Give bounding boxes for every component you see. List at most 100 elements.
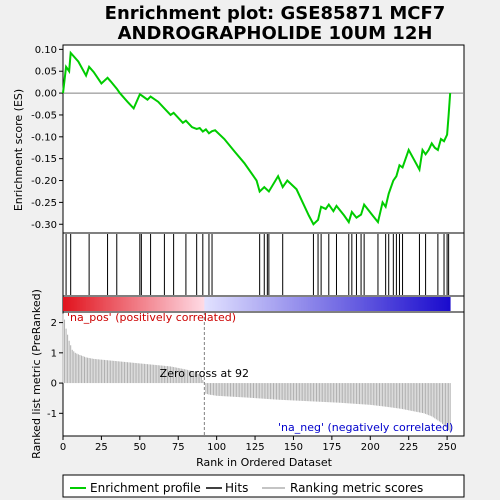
colorbar-cell [322,297,325,311]
colorbar-cell [371,297,374,311]
colorbar-cell [350,297,353,311]
colorbar-cell [348,297,351,311]
colorbar-cell [419,297,422,311]
colorbar-cell [262,297,265,311]
colorbar-cell [201,297,204,311]
colorbar-cell [330,297,333,311]
colorbar-cell [388,297,391,311]
colorbar-cell [251,297,254,311]
colorbar-cell [202,297,205,311]
colorbar-cell [167,297,170,311]
colorbar-cell [434,297,437,311]
colorbar-cell [135,297,138,311]
colorbar-cell [196,297,199,311]
colorbar-cell [385,297,388,311]
colorbar-cell [98,297,101,311]
es-y-axis: 0.10 0.05 0.00 -0.05 -0.10 -0.15 -0.20 -0.25 -0.… [31,45,63,231]
colorbar-cell [236,297,239,311]
colorbar-cell [397,297,400,311]
colorbar-cell [182,297,185,311]
colorbar-cell [270,297,273,311]
colorbar-cell [99,297,102,311]
colorbar-cell [124,297,127,311]
colorbar-cell [106,297,108,311]
colorbar-cell [250,297,253,311]
colorbar-cell [259,297,262,311]
colorbar-cell [284,297,287,311]
colorbar-cell [279,297,282,311]
es-y-tick-label: -0.15 [31,154,57,165]
colorbar-cell [192,297,194,311]
colorbar-cell [136,297,139,311]
colorbar-cell [271,297,274,311]
colorbar-cell [298,297,301,311]
colorbar-cell [93,297,96,311]
colorbar-cell [104,297,107,311]
colorbar-cell [353,297,356,311]
colorbar-cell [86,297,88,311]
colorbar-cell [255,297,257,311]
colorbar-cell [405,297,408,311]
colorbar-cell [190,297,193,311]
colorbar-cell [325,297,328,311]
colorbar-cell [288,297,291,311]
colorbar-cell [408,297,411,311]
colorbar-cell [90,297,93,311]
es-y-tick-label: 0.10 [35,45,57,56]
colorbar-cell [64,297,67,311]
colorbar-cell [162,297,165,311]
colorbar-cell [79,297,82,311]
colorbar-cell [199,297,202,311]
colorbar-cell [390,297,393,311]
colorbar-cell [181,297,184,311]
colorbar-cell [165,297,168,311]
es-y-tick-label: -0.05 [31,110,57,121]
colorbar-cell [258,297,261,311]
colorbar-cell [276,297,279,311]
colorbar-cell [179,297,182,311]
x-tick-label: 250 [438,442,457,453]
colorbar-cell [116,297,119,311]
colorbar-cell [215,297,218,311]
neg-correlated-label: 'na_neg' (negatively correlated) [278,421,453,434]
colorbar-cell [308,297,311,311]
x-tick-label: 200 [361,442,380,453]
metric-y-axis-label: Ranked list metric (PreRanked) [30,289,43,459]
colorbar-cell [404,297,407,311]
colorbar-cell [304,297,307,311]
colorbar-cell [218,297,221,311]
rank-colorbar [63,297,451,311]
colorbar-cell [321,297,324,311]
colorbar-cell [156,297,159,311]
colorbar-cell [70,297,73,311]
colorbar-cell [144,297,147,311]
colorbar-cell [235,297,238,311]
zero-cross-label: Zero cross at 92 [160,367,249,380]
colorbar-cell [354,297,357,311]
colorbar-cell [81,297,84,311]
colorbar-cell [82,297,85,311]
colorbar-cell [207,297,210,311]
colorbar-cell [210,297,213,311]
colorbar-cell [155,297,158,311]
colorbar-cell [158,297,161,311]
colorbar-cell [66,297,69,311]
colorbar-cell [342,297,345,311]
colorbar-cell [420,297,423,311]
colorbar-cell [153,297,156,311]
colorbar-cell [430,297,433,311]
colorbar-cell [293,297,296,311]
pos-correlated-label: 'na_pos' (positively correlated) [67,311,236,324]
metric-y-tick-label: 0 [51,379,57,390]
colorbar-cell [413,297,416,311]
colorbar-cell [379,297,382,311]
colorbar-cell [436,297,439,311]
colorbar-cell [122,297,125,311]
colorbar-cell [264,297,267,311]
colorbar-cell [364,297,367,311]
colorbar-cell [445,297,448,311]
colorbar-cell [345,297,348,311]
x-tick-label: 0 [60,442,66,453]
colorbar-cell [313,297,316,311]
